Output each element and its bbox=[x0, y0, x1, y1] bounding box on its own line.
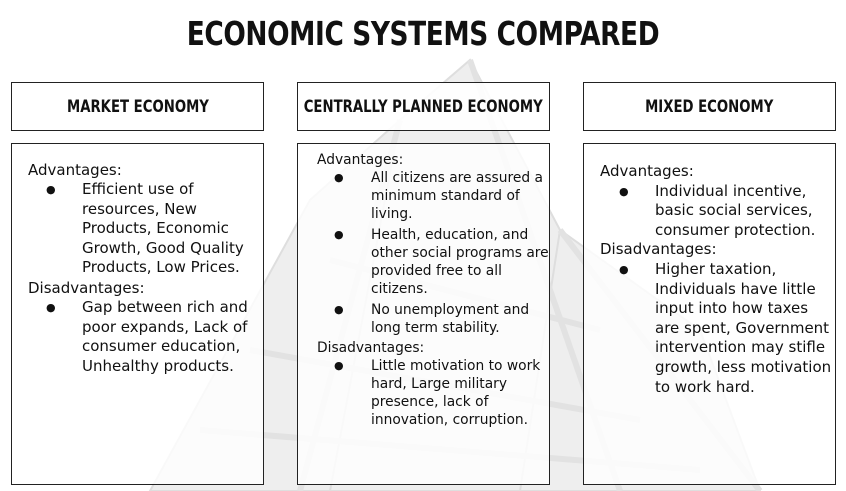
mixed-economy-content: Advantages: Individual incentive, basic … bbox=[583, 143, 836, 485]
disadvantages-label: Disadvantages: bbox=[600, 240, 717, 259]
market-economy-content: Advantages: Efficient use of resources, … bbox=[11, 143, 264, 485]
list-item: Higher taxation, Individuals have little… bbox=[600, 260, 835, 397]
advantages-label: Advantages: bbox=[28, 161, 122, 179]
centrally-planned-economy-content: Advantages: All citizens are assured a m… bbox=[297, 143, 550, 485]
market-economy-header: MARKET ECONOMY bbox=[11, 82, 264, 131]
list-item: Health, education, and other social prog… bbox=[317, 226, 549, 298]
advantages-label: Advantages: bbox=[600, 162, 694, 180]
advantages-list: All citizens are assured a minimum stand… bbox=[317, 169, 549, 337]
disadvantages-list: Little motivation to work hard, Large mi… bbox=[317, 357, 549, 429]
list-item: Efficient use of resources, New Products… bbox=[28, 180, 263, 278]
list-item: No unemployment and long term stability. bbox=[317, 301, 549, 337]
disadvantages-label: Disadvantages: bbox=[28, 278, 145, 297]
page-title: ECONOMIC SYSTEMS COMPARED bbox=[186, 14, 660, 53]
advantages-list: Individual incentive, basic social servi… bbox=[600, 182, 835, 241]
list-item: Gap between rich and poor expands, Lack … bbox=[28, 298, 263, 376]
list-item: Individual incentive, basic social servi… bbox=[600, 182, 835, 241]
disadvantages-list: Gap between rich and poor expands, Lack … bbox=[28, 298, 263, 376]
mixed-economy-header: MIXED ECONOMY bbox=[583, 82, 836, 131]
mixed-economy-heading: MIXED ECONOMY bbox=[645, 96, 774, 117]
market-economy-heading: MARKET ECONOMY bbox=[66, 96, 209, 117]
disadvantages-label: Disadvantages: bbox=[317, 340, 425, 356]
disadvantages-list: Higher taxation, Individuals have little… bbox=[600, 260, 835, 397]
list-item: Little motivation to work hard, Large mi… bbox=[317, 357, 549, 429]
centrally-planned-economy-header: CENTRALLY PLANNED ECONOMY bbox=[297, 82, 550, 131]
list-item: All citizens are assured a minimum stand… bbox=[317, 169, 549, 223]
advantages-list: Efficient use of resources, New Products… bbox=[28, 180, 263, 278]
advantages-label: Advantages: bbox=[317, 152, 404, 168]
centrally-planned-economy-heading: CENTRALLY PLANNED ECONOMY bbox=[304, 96, 543, 117]
